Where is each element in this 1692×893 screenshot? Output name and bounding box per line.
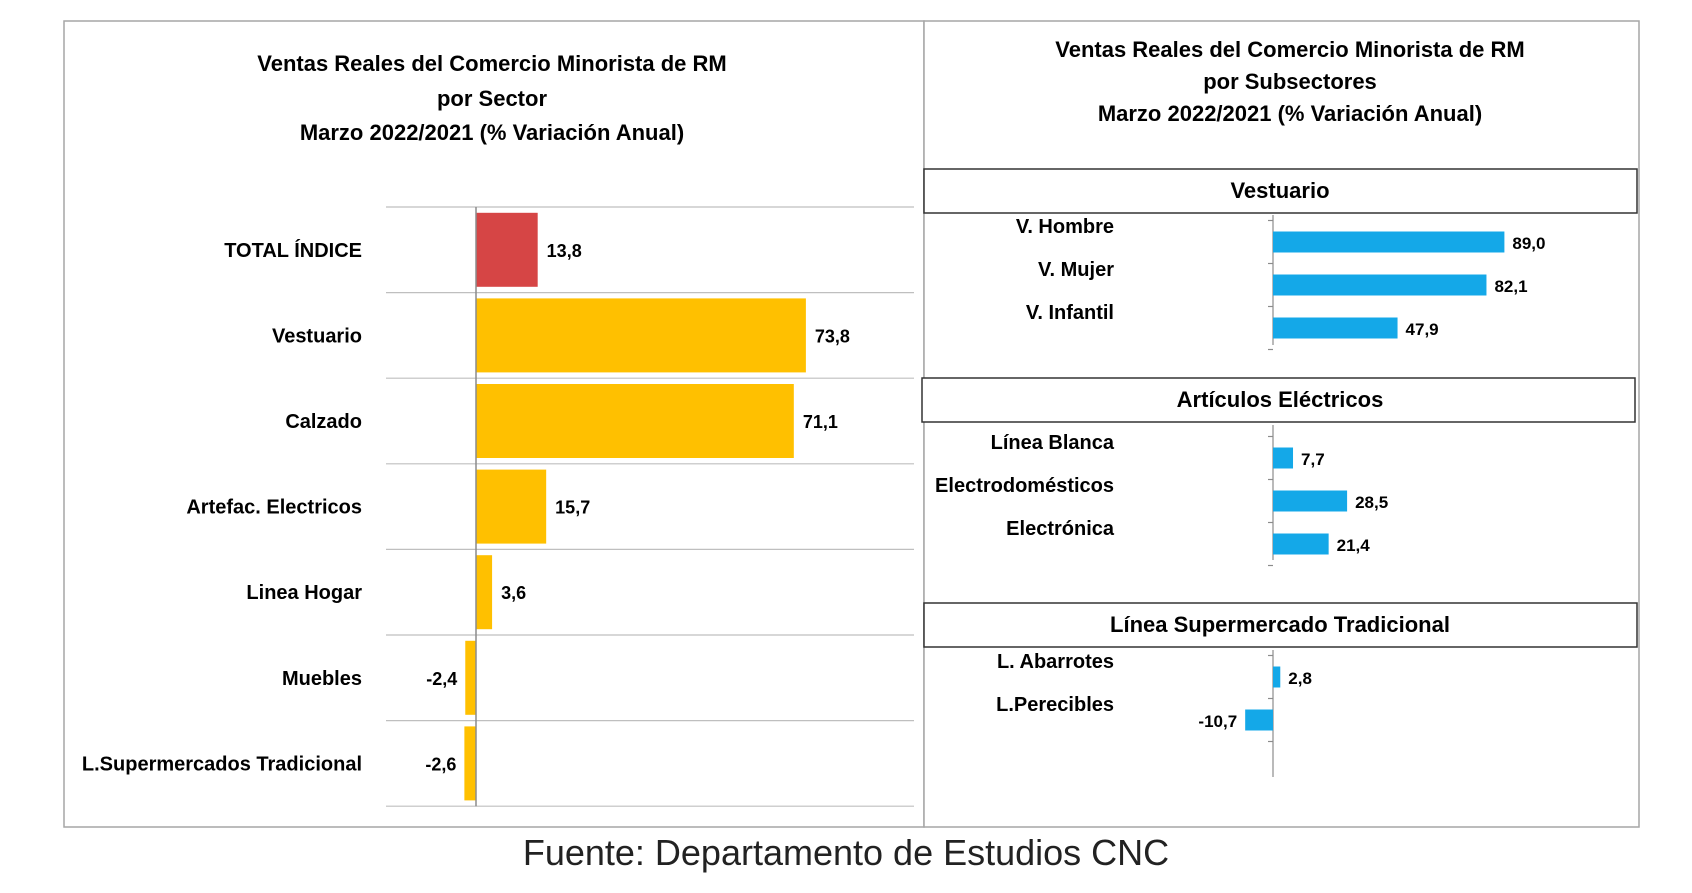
category-label: Artefac. Electricos [186,497,362,519]
data-label: -2,6 [425,754,456,774]
data-label: 15,7 [555,498,590,518]
subsector-chart-panel: Ventas Reales del Comercio Minorista de … [921,20,1640,828]
data-label: 73,8 [815,326,850,346]
bar [476,298,806,373]
group-vestuario: Vestuario V. Hombre 89,0 V. Mujer 82,1 V. In… [923,168,1638,351]
group-bars: L. Abarrotes 2,8 L.Perecibles -10,7 [996,650,1312,777]
bar [476,555,493,630]
bar [476,469,547,544]
sector-chart-bars: TOTAL ÍNDICE 13,8 Vestuario 73,8 Calzado 71,1… [82,212,850,801]
bar [1273,274,1487,296]
bar [1273,533,1329,555]
category-label: Vestuario [272,325,362,347]
group-header-box [923,168,1638,214]
category-label: V. Mujer [1038,259,1114,281]
group-header-box [923,602,1638,648]
sector-chart-title-line-1: Ventas Reales del Comercio Minorista de … [257,51,726,76]
bar [1245,709,1273,731]
bar [1273,666,1281,688]
data-label: 13,8 [547,241,582,261]
group-articulos-electricos: Artículos Eléctricos Línea Blanca 7,7 Elec… [921,377,1636,567]
subsector-chart-frame [923,20,1640,828]
sector-chart-panel: Ventas Reales del Comercio Minorista de … [63,20,925,828]
data-label: 2,8 [1288,669,1312,688]
category-label: Muebles [282,668,362,690]
category-label: L.Perecibles [996,694,1114,716]
data-label: 21,4 [1337,536,1371,555]
bar [476,384,794,458]
data-label: -2,4 [426,669,457,689]
data-label: 89,0 [1512,234,1545,253]
data-label: 47,9 [1406,320,1439,339]
sector-chart-gridlines [386,206,914,807]
bar [1273,490,1348,512]
subsector-chart-title-line-3: Marzo 2022/2021 (% Variación Anual) [1098,101,1482,126]
category-label: L.Supermercados Tradicional [82,753,362,775]
category-label: TOTAL ÍNDICE [224,239,362,262]
subsector-chart-title-line-1: Ventas Reales del Comercio Minorista de … [1055,37,1524,62]
data-label: 7,7 [1301,450,1325,469]
data-label: 71,1 [803,412,838,432]
sector-chart-title-line-2: por Sector [437,86,547,111]
sector-chart-title-line-3: Marzo 2022/2021 (% Variación Anual) [300,120,684,145]
bar [1273,447,1294,469]
category-label: Linea Hogar [246,582,362,604]
data-label: 28,5 [1355,493,1388,512]
group-header-label: Línea Supermercado Tradicional [1110,612,1450,637]
group-bars: V. Hombre 89,0 V. Mujer 82,1 V. Infantil 47,9 [1016,215,1545,351]
group-linea-supermercado: Línea Supermercado Tradicional L. Abarro… [923,602,1638,777]
group-header-label: Vestuario [1230,178,1329,203]
data-label: 3,6 [501,583,526,603]
subsector-chart-title-line-2: por Subsectores [1203,69,1377,94]
category-label: Electrodomésticos [935,475,1114,497]
bar [464,726,476,801]
data-label: -10,7 [1198,712,1237,731]
group-bars: Línea Blanca 7,7 Electrodomésticos 28,5 Elec… [935,425,1388,567]
category-label: Calzado [285,411,362,433]
category-label: L. Abarrotes [997,651,1114,673]
group-header-label: Artículos Eléctricos [1177,387,1384,412]
group-header-box [921,377,1636,423]
bar [465,640,476,715]
bar [1273,231,1505,253]
source-caption: Fuente: Departamento de Estudios CNC [522,832,1170,873]
category-label: Electrónica [1006,518,1115,540]
category-label: Línea Blanca [991,432,1115,454]
category-label: V. Infantil [1026,302,1114,324]
category-label: V. Hombre [1016,216,1114,238]
bar [1273,317,1398,339]
data-label: 82,1 [1494,277,1527,296]
bar [476,212,538,287]
